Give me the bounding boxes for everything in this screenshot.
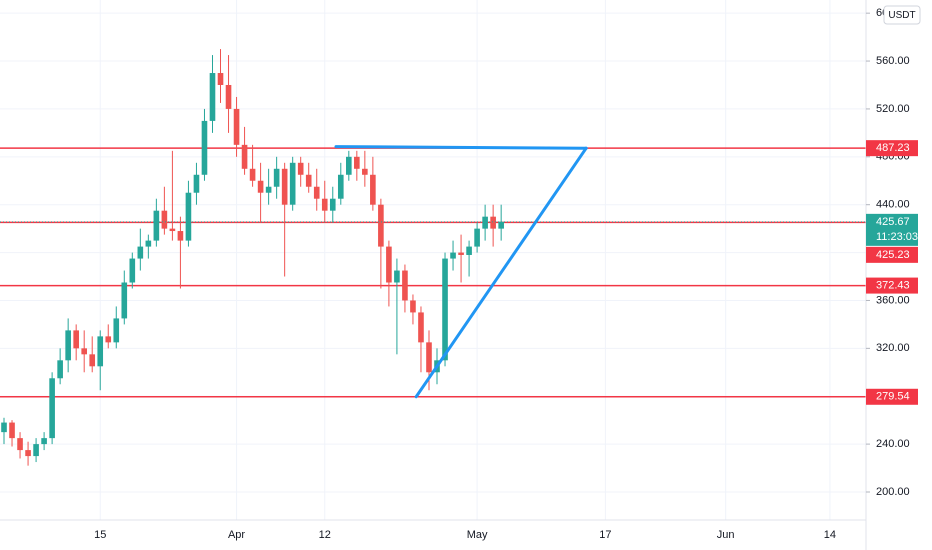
candle-body <box>402 270 408 301</box>
candle-body <box>273 168 280 187</box>
last-price-badge <box>866 213 918 246</box>
x-tick-label: 15 <box>94 529 106 541</box>
candle-body <box>209 73 216 121</box>
candle-body <box>129 258 136 283</box>
y-tick-label: 240.00 <box>876 438 910 450</box>
candle-body <box>498 221 504 229</box>
candle-body <box>410 300 416 313</box>
last-price-label: 425.67 <box>876 216 910 228</box>
candle-body <box>161 210 168 229</box>
candle-body <box>81 348 88 355</box>
countdown-label: 11:23:03 <box>876 231 918 243</box>
candle-body <box>201 120 208 175</box>
candle-body <box>73 330 79 349</box>
x-tick-label: 14 <box>824 529 836 541</box>
candle-body <box>289 162 296 205</box>
candle-body <box>329 198 336 211</box>
candle-body <box>217 73 224 85</box>
candle-body <box>418 312 424 343</box>
x-tick-label: 12 <box>319 529 331 541</box>
y-tick-label: 320.00 <box>876 342 910 354</box>
candle-body <box>482 216 488 229</box>
candle-body <box>249 168 256 181</box>
candle-body <box>313 186 320 199</box>
candle-body <box>386 246 392 283</box>
candle-body <box>265 186 272 193</box>
candle-body <box>394 270 400 283</box>
candle-body <box>321 198 328 211</box>
level-label: 487.23 <box>876 142 910 154</box>
trend-line <box>414 146 588 399</box>
candle-body <box>450 252 456 259</box>
candle-body <box>1 422 7 433</box>
candle-body <box>9 422 15 439</box>
candle-body <box>442 258 448 361</box>
candle-body <box>113 318 120 343</box>
currency-badge[interactable] <box>883 5 921 25</box>
candle-body <box>354 156 360 169</box>
candle-body <box>378 204 384 247</box>
currency-label: USDT <box>888 10 915 21</box>
candle-body <box>297 162 304 175</box>
x-tick-label: 17 <box>599 529 611 541</box>
level-badge <box>866 277 918 294</box>
candle-body <box>137 246 144 259</box>
level-badge <box>866 246 918 263</box>
candle-body <box>97 336 104 367</box>
level-label: 372.43 <box>876 279 910 291</box>
candle-body <box>185 192 192 241</box>
candle-body <box>49 378 55 439</box>
candle-body <box>426 342 432 373</box>
candle-body <box>177 231 184 241</box>
y-tick-label: 440.00 <box>876 199 910 211</box>
y-tick-label: 200.00 <box>876 486 910 498</box>
trend-line <box>334 145 588 150</box>
y-tick-label: 520.00 <box>876 103 910 115</box>
candle-body <box>57 360 63 379</box>
x-tick-label: May <box>467 529 488 541</box>
y-tick-label: 360.00 <box>876 294 910 306</box>
plot-area <box>0 0 866 520</box>
candle-body <box>474 228 480 247</box>
candle-body <box>305 174 312 187</box>
candle-body <box>281 168 288 205</box>
level-badge <box>866 140 918 157</box>
candle-body <box>169 228 176 232</box>
x-tick-label: Jun <box>717 529 735 541</box>
candle-body <box>225 84 232 109</box>
candle-body <box>257 180 264 193</box>
candle-body <box>25 450 31 457</box>
candle-body <box>370 174 376 205</box>
price-axis <box>866 0 932 550</box>
candle-body <box>466 246 472 255</box>
candle-body <box>241 144 248 169</box>
candle-body <box>458 252 464 255</box>
candle-body <box>233 108 240 145</box>
candle-body <box>145 240 152 247</box>
candle-body <box>121 282 128 319</box>
x-tick-label: Apr <box>228 529 245 541</box>
y-tick-label: 560.00 <box>876 55 910 67</box>
candle-body <box>345 156 352 175</box>
candle-body <box>362 168 368 175</box>
candle-body <box>33 444 39 457</box>
level-label: 425.23 <box>876 249 910 261</box>
candle-body <box>17 438 23 451</box>
candle-body <box>65 330 71 361</box>
level-badge <box>866 388 918 405</box>
candle-body <box>193 174 200 193</box>
candle-body <box>105 336 112 343</box>
candle-body <box>89 354 96 367</box>
candle-body <box>337 174 344 199</box>
candle-body <box>153 210 160 241</box>
candle-body <box>490 216 496 229</box>
candle-body <box>41 438 47 445</box>
level-label: 279.54 <box>876 391 910 403</box>
